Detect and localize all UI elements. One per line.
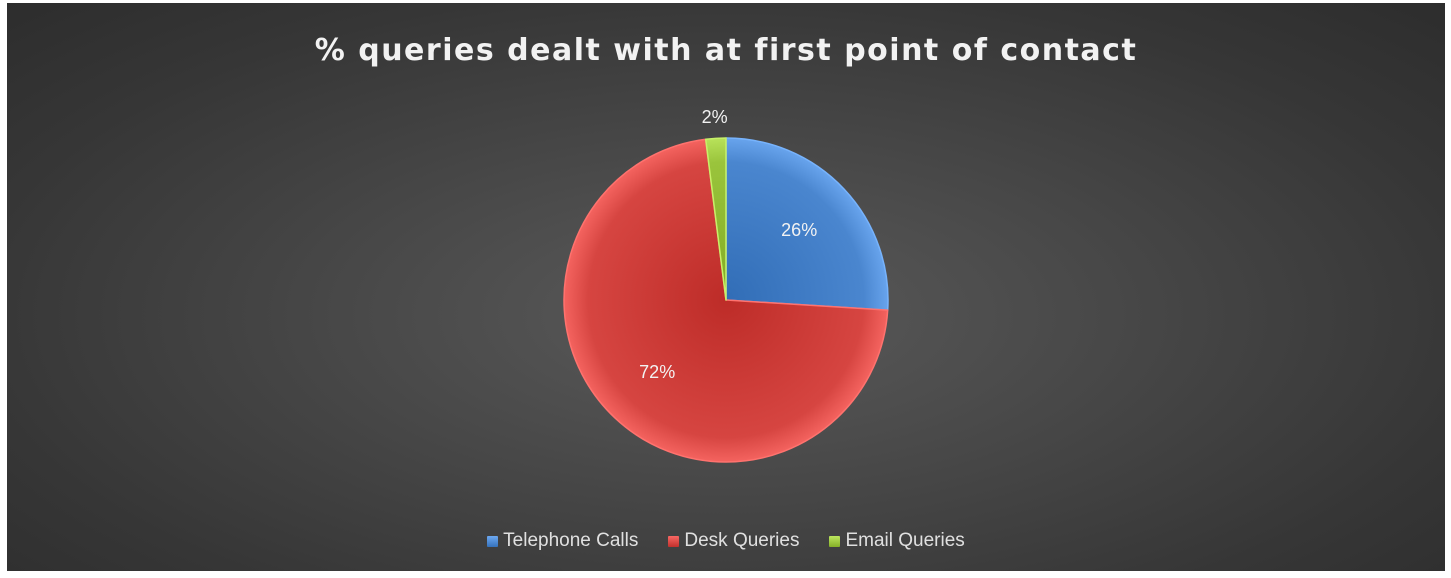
legend-item-telephone-calls: Telephone Calls xyxy=(487,530,638,552)
data-label-desk-queries: 72% xyxy=(639,362,675,382)
chart-title: % queries dealt with at first point of c… xyxy=(314,33,1138,68)
data-label-telephone-calls: 26% xyxy=(781,220,817,240)
legend-label-desk-queries: Desk Queries xyxy=(684,530,800,551)
pie-chart: 26% 72% 2% xyxy=(563,107,889,463)
pie-slice-telephone-calls xyxy=(725,137,889,311)
legend-item-email-queries: Email Queries xyxy=(829,530,965,552)
legend-swatch-telephone-calls xyxy=(487,535,499,547)
legend-swatch-email-queries xyxy=(829,535,841,547)
chart-area: % queries dealt with at first point of c… xyxy=(7,3,1445,571)
legend: Telephone Calls Desk Queries Email Queri… xyxy=(7,530,1445,552)
legend-label-telephone-calls: Telephone Calls xyxy=(503,530,639,551)
pie-slice-email-queries xyxy=(704,137,727,301)
legend-item-desk-queries: Desk Queries xyxy=(668,530,799,552)
data-label-email-queries: 2% xyxy=(702,107,728,127)
legend-swatch-desk-queries xyxy=(668,535,680,547)
legend-label-email-queries: Email Queries xyxy=(845,530,965,551)
